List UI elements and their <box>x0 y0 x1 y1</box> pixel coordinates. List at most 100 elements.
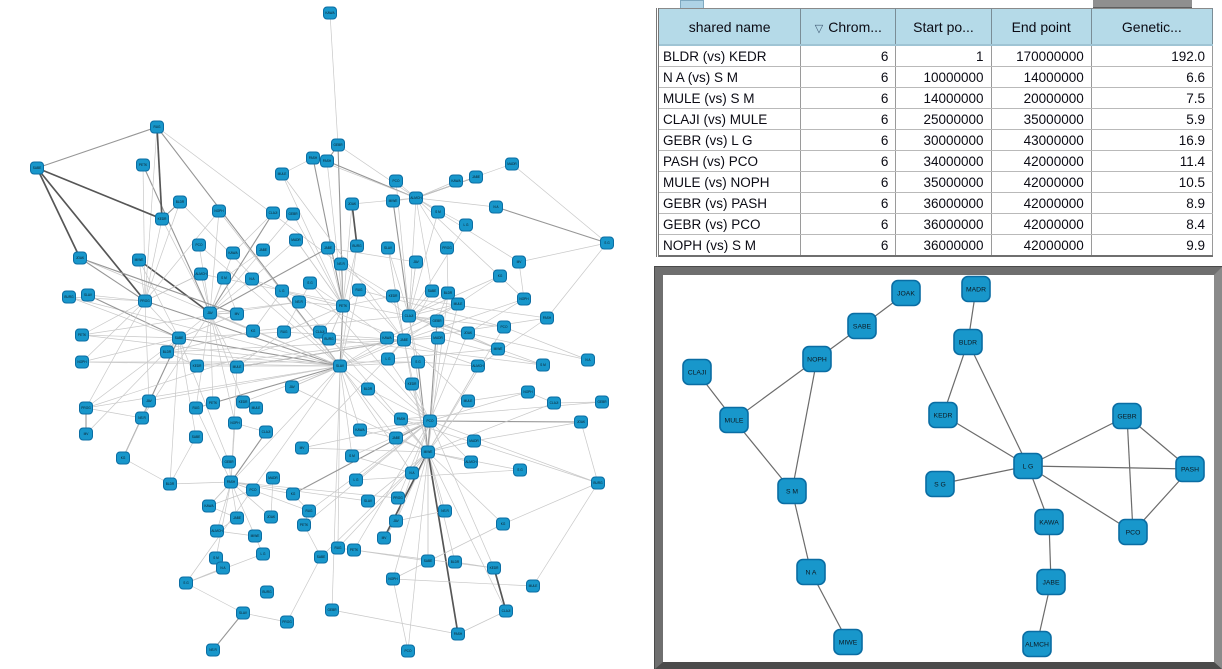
network-node[interactable] <box>425 284 439 298</box>
network-node[interactable] <box>421 445 435 459</box>
network-node[interactable] <box>505 157 519 171</box>
network-node[interactable] <box>381 241 395 255</box>
column-header-sharedname[interactable]: shared name <box>657 8 802 46</box>
network-node-jabe[interactable] <box>1036 568 1066 596</box>
network-node[interactable] <box>331 541 345 555</box>
network-node[interactable] <box>512 255 526 269</box>
network-node[interactable] <box>595 395 609 409</box>
network-node[interactable] <box>361 494 375 508</box>
network-node[interactable] <box>347 543 361 557</box>
network-node[interactable] <box>322 332 336 346</box>
network-node[interactable] <box>172 331 186 345</box>
network-node[interactable] <box>431 331 445 345</box>
network-node-noph[interactable] <box>802 345 832 373</box>
network-node[interactable] <box>496 517 510 531</box>
network-node[interactable] <box>275 167 289 181</box>
network-node[interactable] <box>409 191 423 205</box>
network-node[interactable] <box>230 307 244 321</box>
network-node[interactable] <box>79 427 93 441</box>
network-node[interactable] <box>591 476 605 490</box>
network-node[interactable] <box>449 174 463 188</box>
network-node[interactable] <box>461 394 475 408</box>
network-node-na[interactable] <box>796 558 826 586</box>
network-node[interactable] <box>226 246 240 260</box>
network-node[interactable] <box>202 499 216 513</box>
network-node[interactable] <box>260 585 274 599</box>
network-node[interactable] <box>464 455 478 469</box>
network-node[interactable] <box>160 345 174 359</box>
table-row[interactable]: GEBR (vs) PCO 6 36000000 42000000 8.4 <box>657 213 1214 235</box>
network-node[interactable] <box>497 320 511 334</box>
network-node[interactable] <box>600 236 614 250</box>
network-node[interactable] <box>206 396 220 410</box>
network-node[interactable] <box>409 255 423 269</box>
network-node[interactable] <box>277 325 291 339</box>
network-node[interactable] <box>581 353 595 367</box>
network-node[interactable] <box>467 434 481 448</box>
table-tab-stub[interactable] <box>680 0 704 8</box>
network-node[interactable] <box>381 352 395 366</box>
network-node[interactable] <box>173 195 187 209</box>
network-node[interactable] <box>353 423 367 437</box>
network-node[interactable] <box>210 524 224 538</box>
network-node-sg[interactable] <box>925 470 955 498</box>
network-node[interactable] <box>411 355 425 369</box>
network-node[interactable] <box>248 529 262 543</box>
network-node[interactable] <box>189 401 203 415</box>
network-node[interactable] <box>209 551 223 565</box>
network-node[interactable] <box>132 253 146 267</box>
network-node-kawa[interactable] <box>1034 508 1064 536</box>
filter-icon[interactable]: ▽ <box>814 22 824 35</box>
network-node[interactable] <box>163 477 177 491</box>
network-node[interactable] <box>62 290 76 304</box>
network-node[interactable] <box>135 411 149 425</box>
network-node[interactable] <box>79 401 93 415</box>
network-node[interactable] <box>352 283 366 297</box>
network-node[interactable] <box>155 212 169 226</box>
network-node-bldr[interactable] <box>953 328 983 356</box>
network-node[interactable] <box>194 267 208 281</box>
network-node[interactable] <box>331 138 345 152</box>
network-node[interactable] <box>350 239 364 253</box>
table-row[interactable]: CLAJI (vs) MULE 6 25000000 35000000 5.9 <box>657 108 1214 130</box>
network-node[interactable] <box>397 333 411 347</box>
network-node[interactable] <box>526 579 540 593</box>
column-header-chrom[interactable]: ▽ Chrom... <box>800 8 897 46</box>
network-node-pash[interactable] <box>1175 455 1205 483</box>
network-node-lg[interactable] <box>1013 452 1043 480</box>
network-node[interactable] <box>405 377 419 391</box>
network-node[interactable] <box>438 504 452 518</box>
network-node[interactable] <box>386 194 400 208</box>
network-node-mule[interactable] <box>719 406 749 434</box>
network-node[interactable] <box>286 207 300 221</box>
network-node[interactable] <box>314 550 328 564</box>
network-node[interactable] <box>349 473 363 487</box>
network-node[interactable] <box>217 271 231 285</box>
table-row[interactable]: PASH (vs) PCO 6 34000000 42000000 11.4 <box>657 150 1214 172</box>
network-node[interactable] <box>259 425 273 439</box>
network-node[interactable] <box>222 455 236 469</box>
table-row[interactable]: GEBR (vs) L G 6 30000000 43000000 16.9 <box>657 129 1214 151</box>
network-node[interactable] <box>491 342 505 356</box>
network-node[interactable] <box>297 518 311 532</box>
network-node[interactable] <box>521 385 535 399</box>
network-node[interactable] <box>321 241 335 255</box>
network-node[interactable] <box>333 359 347 373</box>
network-node[interactable] <box>264 510 278 524</box>
network-node[interactable] <box>190 359 204 373</box>
network-node[interactable] <box>138 294 152 308</box>
network-node[interactable] <box>389 514 403 528</box>
network-node[interactable] <box>448 555 462 569</box>
network-node[interactable] <box>216 561 230 575</box>
network-node[interactable] <box>203 306 217 320</box>
network-node[interactable] <box>75 328 89 342</box>
network-node[interactable] <box>75 355 89 369</box>
network-node[interactable] <box>289 233 303 247</box>
network-node[interactable] <box>325 603 339 617</box>
network-node[interactable] <box>487 561 501 575</box>
network-node[interactable] <box>489 200 503 214</box>
network-node[interactable] <box>224 475 238 489</box>
network-node[interactable] <box>236 606 250 620</box>
network-node[interactable] <box>334 257 348 271</box>
network-node[interactable] <box>430 314 444 328</box>
